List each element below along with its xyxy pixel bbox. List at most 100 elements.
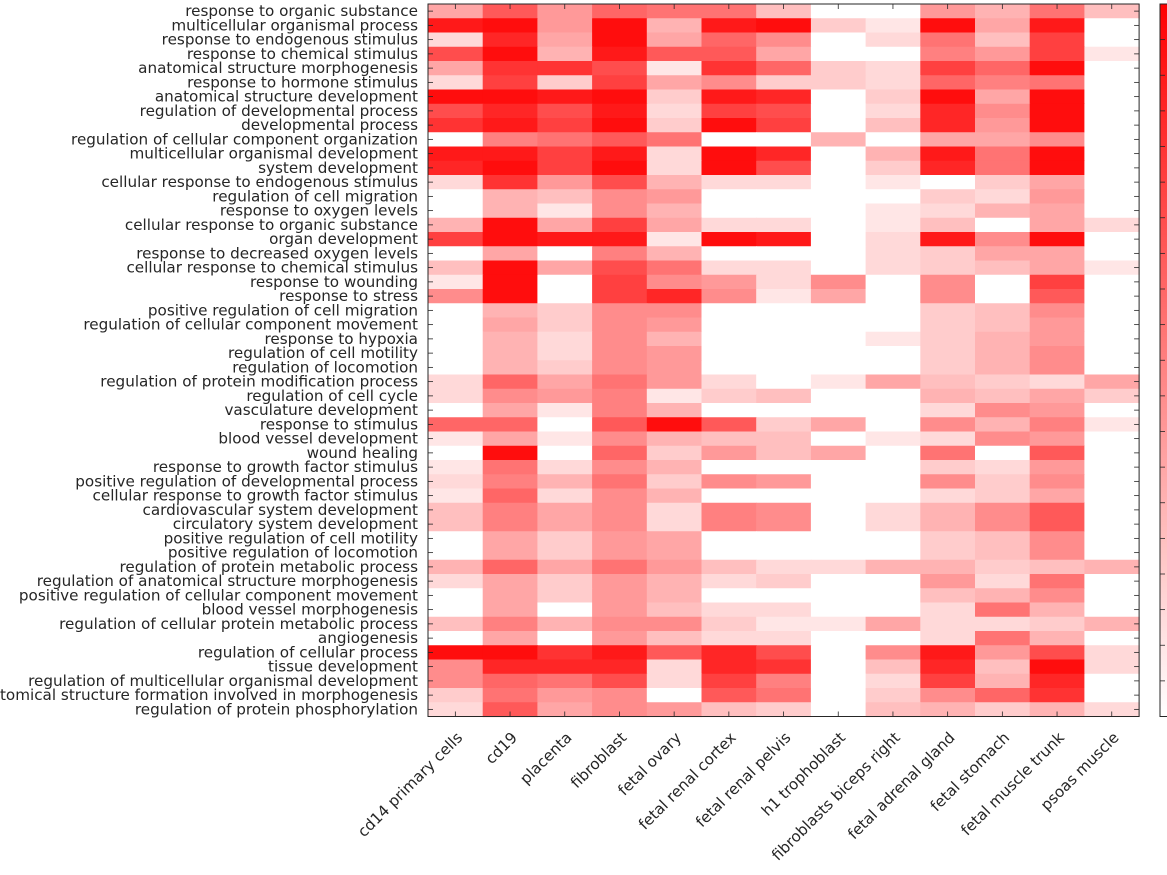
heatmap-cell [646, 32, 703, 48]
column-label: fetal renal pelvis [692, 729, 794, 831]
heatmap-cell [592, 4, 648, 19]
heatmap-cell [920, 374, 976, 390]
heatmap-cell [428, 260, 484, 276]
heatmap-cell [428, 331, 484, 347]
heatmap-cell [810, 388, 867, 404]
heatmap-cell [701, 574, 757, 589]
heatmap-cell [975, 189, 1031, 205]
heatmap-cell [646, 75, 703, 91]
heatmap-cell [701, 246, 757, 262]
heatmap-cell [865, 403, 921, 418]
heatmap-cell [482, 474, 538, 490]
heatmap-cell [1084, 545, 1140, 561]
heatmap-cell [482, 146, 538, 162]
heatmap-cell [646, 203, 703, 219]
row-label: regulation of cell migration [212, 187, 418, 205]
column-label: fetal adrenal gland [844, 729, 958, 843]
heatmap-cell [646, 673, 703, 689]
heatmap-cell [975, 488, 1031, 504]
heatmap-cell [537, 688, 593, 703]
heatmap-cell [920, 146, 976, 162]
heatmap-cell [428, 588, 484, 604]
heatmap-cell [756, 574, 812, 589]
heatmap-cell [756, 474, 812, 490]
heatmap-cell [701, 132, 757, 148]
heatmap-cell [756, 559, 812, 575]
heatmap-cell [1084, 146, 1140, 162]
heatmap-cell [756, 702, 812, 718]
heatmap-cell [537, 146, 593, 162]
heatmap-cell [482, 517, 538, 532]
heatmap-cell [482, 460, 538, 475]
heatmap-cell [865, 118, 921, 133]
heatmap-cell [701, 346, 757, 361]
heatmap-cell [701, 502, 757, 518]
heatmap-cell [865, 61, 921, 76]
heatmap-cell [810, 574, 867, 589]
heatmap-cell [756, 46, 812, 62]
heatmap-cell [756, 303, 812, 319]
heatmap-cell [810, 217, 867, 233]
heatmap-cell [756, 488, 812, 504]
heatmap-cell [646, 317, 703, 333]
heatmap-cell [756, 61, 812, 76]
heatmap-cell [756, 531, 812, 547]
heatmap-cell [920, 602, 976, 618]
row-label: response to wounding [250, 273, 418, 291]
heatmap-cell [428, 89, 484, 105]
heatmap-cell [1029, 417, 1085, 433]
heatmap-cell [592, 160, 648, 176]
heatmap-cell [646, 531, 703, 547]
heatmap-cell [646, 189, 703, 205]
heatmap-cell [482, 260, 538, 276]
row-label: blood vessel morphogenesis [202, 601, 418, 619]
heatmap-cell [756, 388, 812, 404]
heatmap-cell [865, 18, 921, 34]
heatmap-cell [428, 118, 484, 133]
heatmap-cell [920, 103, 976, 119]
heatmap-cell [920, 331, 976, 347]
heatmap-cell [975, 61, 1031, 76]
heatmap-cell [537, 232, 593, 247]
row-label: blood vessel development [218, 430, 418, 448]
heatmap-cell [865, 431, 921, 447]
heatmap-cell [865, 232, 921, 247]
heatmap-cell [646, 588, 703, 604]
heatmap-cell [810, 246, 867, 262]
heatmap-cell [482, 75, 538, 91]
heatmap-cell [1084, 531, 1140, 547]
heatmap-cell [1029, 574, 1085, 589]
heatmap-cell [975, 360, 1031, 376]
heatmap-cell [920, 46, 976, 62]
heatmap-cell [1029, 189, 1085, 205]
heatmap-cell [482, 132, 538, 148]
heatmap-cell [756, 146, 812, 162]
heatmap-cell [1029, 331, 1085, 347]
heatmap-cell [975, 103, 1031, 119]
heatmap-cell [756, 659, 812, 675]
heatmap-cell [646, 18, 703, 34]
heatmap-cell [592, 32, 648, 48]
heatmap-cell [592, 146, 648, 162]
heatmap-cell [1084, 702, 1140, 718]
row-label: cellular response to chemical stimulus [126, 259, 418, 277]
heatmap-cell [592, 75, 648, 91]
heatmap-cell [646, 602, 703, 618]
heatmap-cell [920, 616, 976, 632]
heatmap-cell [537, 132, 593, 148]
heatmap-cell [646, 103, 703, 119]
heatmap-cell [482, 303, 538, 319]
heatmap-cell [1084, 673, 1140, 689]
heatmap-cell [975, 303, 1031, 319]
heatmap-cell [975, 673, 1031, 689]
heatmap-cell [975, 545, 1031, 561]
heatmap-cell [1029, 374, 1085, 390]
heatmap-cell [428, 645, 484, 661]
heatmap-cell [537, 645, 593, 661]
heatmap-cell [592, 531, 648, 547]
heatmap-cell [865, 103, 921, 119]
heatmap-cell [865, 303, 921, 319]
heatmap-cell [428, 517, 484, 532]
row-label: organ development [269, 230, 418, 248]
heatmap-cell [537, 331, 593, 347]
